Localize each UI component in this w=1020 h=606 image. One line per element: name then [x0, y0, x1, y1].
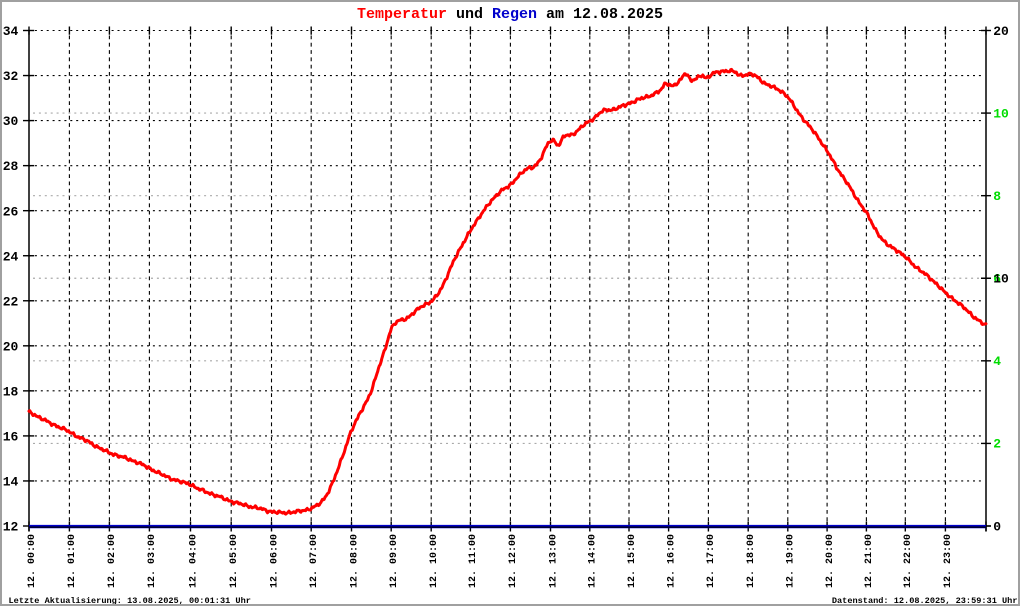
svg-text:32: 32: [3, 69, 19, 84]
svg-text:12. 17:00: 12. 17:00: [706, 534, 717, 588]
svg-text:12. 22:00: 12. 22:00: [903, 534, 914, 588]
svg-text:12. 00:00: 12. 00:00: [27, 534, 38, 588]
svg-text:12. 13:00: 12. 13:00: [548, 534, 559, 588]
svg-text:20: 20: [993, 24, 1009, 39]
svg-text:12. 18:00: 12. 18:00: [746, 534, 757, 588]
svg-text:12: 12: [3, 520, 19, 535]
svg-text:Temperatur und Regen am 12.08.: Temperatur und Regen am 12.08.2025: [357, 6, 663, 23]
svg-text:12. 16:00: 12. 16:00: [666, 534, 677, 588]
svg-text:14: 14: [3, 475, 19, 490]
svg-text:12. 08:00: 12. 08:00: [349, 534, 360, 588]
svg-text:12. 10:00: 12. 10:00: [429, 534, 440, 588]
svg-text:12. 12:00: 12. 12:00: [508, 534, 519, 588]
svg-text:12. 11:00: 12. 11:00: [468, 534, 479, 588]
svg-text:16: 16: [3, 430, 19, 445]
svg-text:12. 03:00: 12. 03:00: [147, 534, 158, 588]
svg-text:12. 09:00: 12. 09:00: [389, 534, 400, 588]
svg-text:18: 18: [3, 384, 19, 399]
svg-text:12. 15:00: 12. 15:00: [627, 534, 638, 588]
svg-text:26: 26: [3, 204, 19, 219]
svg-text:12. 23:00: 12. 23:00: [943, 534, 954, 588]
svg-text:4: 4: [993, 354, 1001, 369]
svg-text:12. 19:00: 12. 19:00: [786, 534, 797, 588]
svg-text:28: 28: [3, 159, 19, 174]
svg-text:20: 20: [3, 339, 19, 354]
svg-text:34: 34: [3, 24, 19, 39]
svg-text:12. 21:00: 12. 21:00: [864, 534, 875, 588]
svg-text:12. 01:00: 12. 01:00: [67, 534, 78, 588]
svg-text:12. 02:00: 12. 02:00: [107, 534, 118, 588]
svg-text:12. 05:00: 12. 05:00: [229, 534, 240, 588]
svg-text:30: 30: [3, 114, 19, 129]
svg-text:6: 6: [993, 272, 1001, 287]
svg-text:12. 14:00: 12. 14:00: [588, 534, 599, 588]
svg-text:10: 10: [993, 272, 1009, 287]
svg-text:8: 8: [993, 189, 1001, 204]
svg-text:12. 06:00: 12. 06:00: [269, 534, 280, 588]
svg-text:12. 04:00: 12. 04:00: [188, 534, 199, 588]
svg-text:Datenstand: 12.08.2025, 23:59:: Datenstand: 12.08.2025, 23:59:31 Uhr: [832, 596, 1018, 606]
svg-text:24: 24: [3, 249, 19, 264]
svg-text:12. 20:00: 12. 20:00: [825, 534, 836, 588]
svg-text:22: 22: [3, 294, 19, 309]
svg-text:10: 10: [993, 106, 1009, 121]
svg-text:0: 0: [993, 519, 1001, 534]
svg-text:Letzte Aktualisierung: 13.08.2: Letzte Aktualisierung: 13.08.2025, 00:01…: [9, 596, 251, 606]
svg-text:2: 2: [993, 437, 1001, 452]
svg-text:12. 07:00: 12. 07:00: [309, 534, 320, 588]
